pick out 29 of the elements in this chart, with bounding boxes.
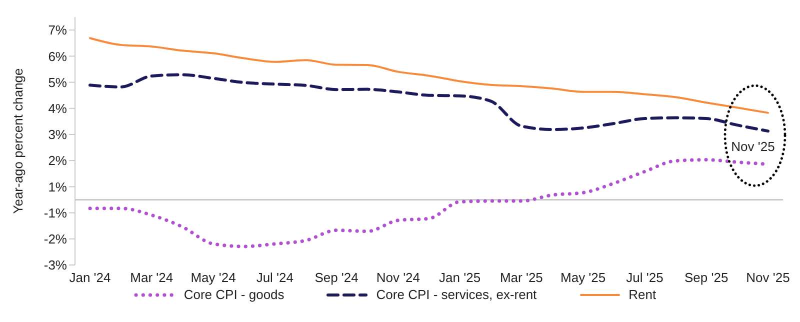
y-tick-label: 1% [48, 179, 68, 194]
y-tick-label: 2% [48, 153, 68, 168]
legend-label: Rent [628, 287, 656, 302]
y-tick-label: 3% [48, 127, 68, 142]
x-tick-label: Nov '24 [376, 270, 420, 286]
legend-label: Core CPI - services, ex-rent [376, 287, 537, 302]
y-tick-label: 4% [48, 100, 68, 116]
legend-label: Core CPI - goods [184, 287, 284, 302]
x-tick-label: May '24 [190, 270, 236, 286]
y-tick-label: -1% [44, 205, 68, 220]
x-tick-label: Sep '25 [684, 270, 728, 286]
y-tick-label: -3% [44, 258, 68, 273]
x-tick-label: Nov '25 [746, 270, 790, 286]
x-tick-label: Sep '24 [314, 270, 358, 286]
x-tick-label: Jul '24 [256, 270, 294, 286]
y-tick-label: 6% [48, 48, 68, 64]
x-tick-label: Mar '24 [130, 270, 174, 286]
x-tick-label: Jan '25 [439, 270, 481, 286]
annotation: Nov '25 [731, 139, 775, 154]
x-tick-label: Jan '24 [69, 270, 111, 286]
x-tick-label: May '25 [560, 270, 606, 286]
y-axis-title: Year-ago percent change [10, 68, 26, 214]
y-tick-label: -2% [44, 232, 68, 247]
y-tick-label: 7% [48, 22, 68, 38]
y-tick-label: 5% [48, 74, 68, 90]
line-series [89, 37, 769, 114]
line-series [88, 73, 770, 133]
x-tick-label: Jul '25 [626, 270, 664, 286]
x-tick-label: Mar '25 [500, 270, 543, 286]
